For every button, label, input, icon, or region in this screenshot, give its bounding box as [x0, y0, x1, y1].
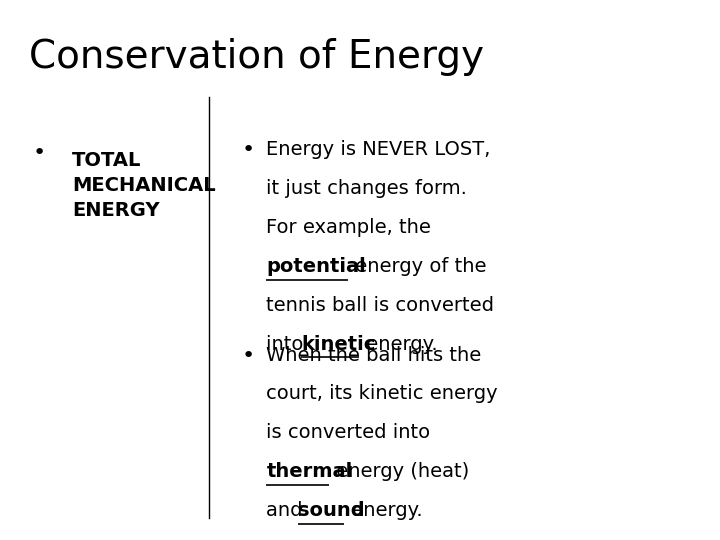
- Text: potential: potential: [266, 257, 366, 276]
- Text: energy of the: energy of the: [349, 257, 487, 276]
- Text: energy.: energy.: [360, 335, 438, 354]
- Text: into: into: [266, 335, 310, 354]
- Text: kinetic: kinetic: [301, 335, 375, 354]
- Text: energy.: energy.: [345, 501, 423, 520]
- Text: tennis ball is converted: tennis ball is converted: [266, 296, 495, 315]
- Text: Energy is NEVER LOST,: Energy is NEVER LOST,: [266, 140, 491, 159]
- Text: court, its kinetic energy: court, its kinetic energy: [266, 384, 498, 403]
- Text: and: and: [266, 501, 309, 520]
- Text: is converted into: is converted into: [266, 423, 431, 442]
- Text: it just changes form.: it just changes form.: [266, 179, 467, 198]
- Text: •: •: [241, 140, 254, 160]
- Text: Conservation of Energy: Conservation of Energy: [29, 38, 484, 76]
- Text: TOTAL
MECHANICAL
ENERGY: TOTAL MECHANICAL ENERGY: [72, 151, 215, 220]
- Text: •: •: [33, 143, 46, 163]
- Text: sound: sound: [298, 501, 365, 520]
- Text: •: •: [241, 346, 254, 366]
- Text: When the ball hits the: When the ball hits the: [266, 346, 482, 365]
- Text: For example, the: For example, the: [266, 218, 431, 237]
- Text: energy (heat): energy (heat): [330, 462, 469, 481]
- Text: thermal: thermal: [266, 462, 353, 481]
